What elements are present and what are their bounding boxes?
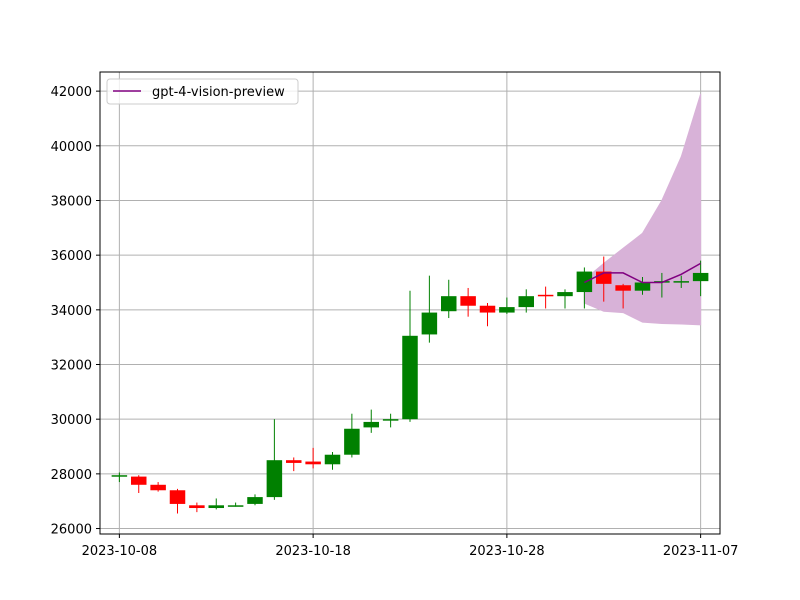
candle-body-up xyxy=(634,282,651,291)
candle-body-up xyxy=(247,497,263,504)
candle-body-down xyxy=(615,285,631,291)
candle-body-up xyxy=(441,296,457,312)
prediction-band-layer xyxy=(583,93,702,326)
y-axis: 26000 28000 30000 32000 34000 36000 38000 40000… xyxy=(51,85,100,538)
legend-label: gpt-4-vision-preview xyxy=(152,85,285,100)
candle-body-up xyxy=(227,505,244,507)
x-tick-label: 2023-10-28 xyxy=(469,544,545,559)
x-tick-label: 2023-10-08 xyxy=(82,544,158,559)
y-tick-label: 36000 xyxy=(51,249,92,264)
prediction-line xyxy=(584,262,701,284)
candle-body-up xyxy=(692,272,709,282)
y-tick-label: 32000 xyxy=(51,359,92,374)
candle-body-up xyxy=(402,335,418,420)
candle-body-down xyxy=(479,305,496,313)
candle-body-up xyxy=(208,505,224,509)
candle-body-up xyxy=(557,292,573,297)
legend: gpt-4-vision-preview xyxy=(106,78,299,105)
candle-body-down xyxy=(189,505,205,509)
candle-body-down xyxy=(305,461,321,465)
y-tick-label: 30000 xyxy=(51,413,92,428)
candle-body-up xyxy=(421,312,438,335)
candle-body-down xyxy=(286,460,302,463)
plot-frame xyxy=(99,71,721,535)
y-tick-label: 26000 xyxy=(51,523,92,538)
candle-body-up xyxy=(363,421,379,428)
candle-body-up xyxy=(344,428,360,455)
y-tick-label: 28000 xyxy=(51,468,92,483)
y-tick-label: 40000 xyxy=(51,140,92,155)
candle-body-up xyxy=(111,475,128,477)
prediction-band xyxy=(583,93,702,326)
candle-body-up xyxy=(382,419,399,421)
candle-body-down xyxy=(131,476,147,485)
y-tick-label: 42000 xyxy=(51,85,92,100)
y-tick-label: 38000 xyxy=(51,194,92,209)
candles-layer xyxy=(111,256,709,514)
x-axis: 2023-10-08 2023-10-18 2023-10-28 2023-11-07 xyxy=(82,534,739,559)
x-tick-label: 2023-11-07 xyxy=(663,544,739,559)
prediction-line-layer xyxy=(584,262,701,284)
x-tick-label: 2023-10-18 xyxy=(275,544,351,559)
candle-body-up xyxy=(324,454,341,465)
candle-body-down xyxy=(150,484,166,491)
candle-body-up xyxy=(518,296,534,308)
candle-body-up xyxy=(499,307,515,313)
candle-body-up xyxy=(673,281,689,283)
candle-body-down xyxy=(537,294,554,297)
candle-body-down xyxy=(460,296,476,306)
legend-box xyxy=(106,78,299,105)
y-tick-label: 34000 xyxy=(51,304,92,319)
candle-body-up xyxy=(266,460,283,498)
candle-body-down xyxy=(169,490,186,504)
